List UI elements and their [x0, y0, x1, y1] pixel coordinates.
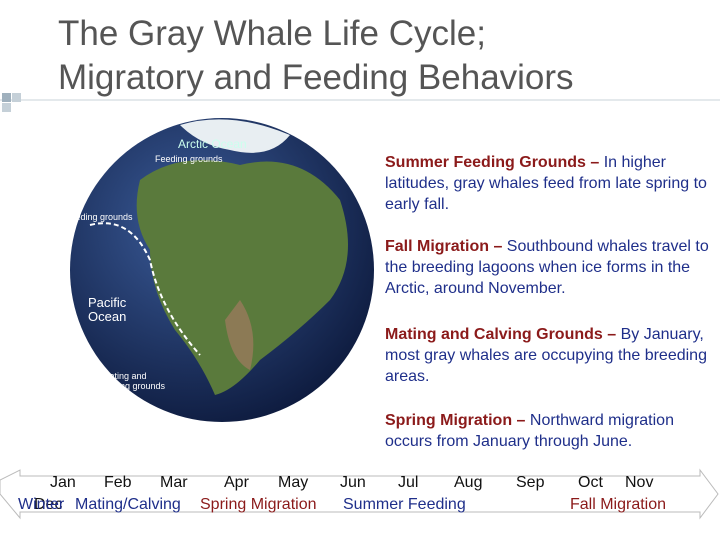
globe-label: Arctic Ocean — [178, 137, 247, 151]
section: Summer Feeding Grounds – In higher latit… — [385, 152, 715, 215]
section-text: Northward migration occurs from January … — [385, 412, 674, 450]
month: Jul — [398, 474, 419, 491]
globe-label: Mating and calving grounds — [102, 371, 166, 391]
month: May — [278, 474, 309, 491]
section-heading: Fall Migration – — [385, 238, 503, 255]
phase: Mating/Calving — [75, 496, 181, 513]
section: Spring Migration – Northward migration o… — [385, 410, 715, 452]
month: Oct — [578, 474, 603, 491]
month: Jun — [340, 474, 366, 491]
phase: Spring Migration — [200, 496, 317, 513]
section-heading: Summer Feeding Grounds – — [385, 154, 600, 171]
month: Mar — [160, 474, 188, 491]
month: Dec — [34, 496, 63, 513]
month: Aug — [454, 474, 483, 491]
section-text: By January, most gray whales are occupyi… — [385, 326, 707, 385]
section-heading: Spring Migration – — [385, 412, 526, 429]
month: Sep — [516, 474, 545, 491]
phase: Summer Feeding — [343, 496, 466, 513]
section: Fall Migration – Southbound whales trave… — [385, 236, 715, 299]
month: Nov — [625, 474, 654, 491]
phase: Fall Migration — [570, 496, 667, 513]
title-line: Migratory and Feeding Behaviors — [58, 58, 574, 97]
phase: Winter — [18, 496, 65, 513]
section-heading: Mating and Calving Grounds – — [385, 326, 617, 343]
globe-label: Pacific Ocean — [88, 295, 127, 325]
title-line: The Gray Whale Life Cycle; — [58, 14, 486, 53]
month: Jan — [50, 474, 76, 491]
globe-label: Feeding grounds — [65, 212, 133, 222]
month: Feb — [104, 474, 132, 491]
globe-label: Feeding grounds — [155, 154, 223, 164]
section: Mating and Calving Grounds – By January,… — [385, 324, 715, 387]
month: Apr — [224, 474, 249, 491]
section-text: Southbound whales travel to the breeding… — [385, 238, 709, 297]
section-text: In higher latitudes, gray whales feed fr… — [385, 154, 707, 213]
